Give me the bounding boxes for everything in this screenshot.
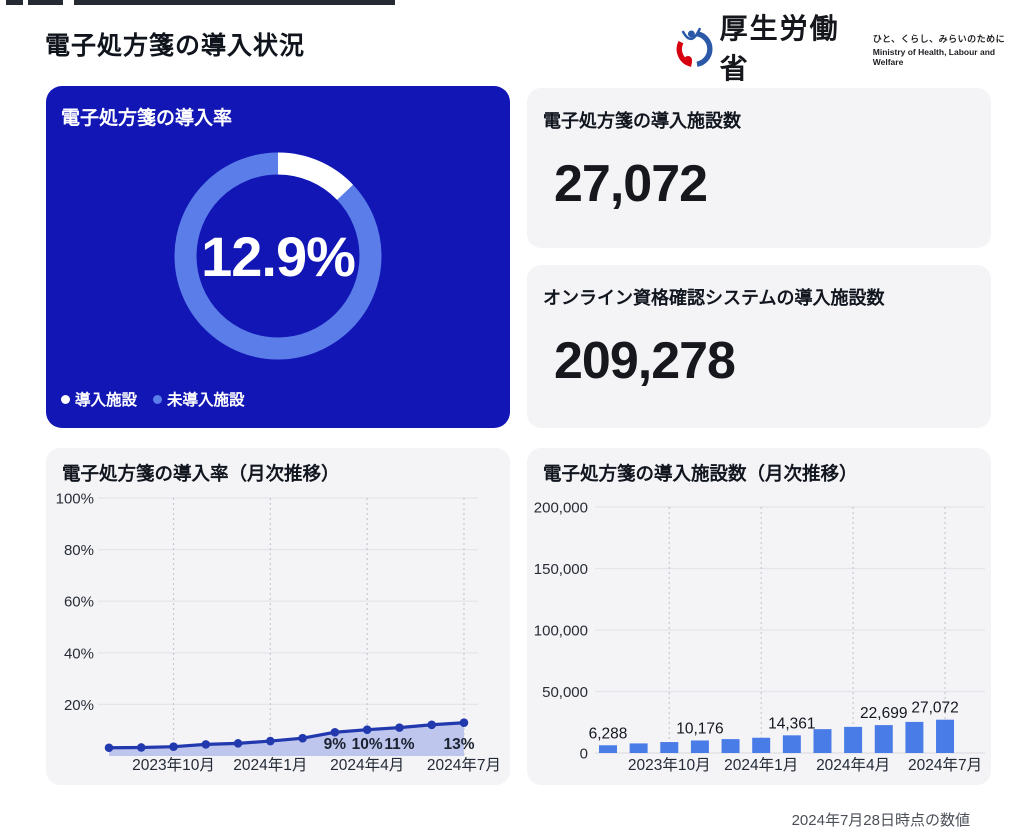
stat-card-title: オンライン資格確認システムの導入施設数 — [543, 288, 885, 308]
x-axis-label: 2024年4月 — [816, 756, 890, 774]
bar — [936, 719, 955, 753]
legend-item-adopted: 導入施設 — [61, 388, 137, 410]
x-axis-label: 2024年4月 — [330, 756, 404, 774]
legend-dot-adopted — [61, 394, 70, 404]
line-area-fill — [109, 722, 464, 756]
x-axis-label: 2024年1月 — [724, 756, 798, 774]
bar — [629, 743, 648, 753]
bar — [813, 729, 832, 753]
bar — [844, 726, 863, 753]
legend-dot-not-adopted — [153, 394, 163, 404]
footnote-as-of-date: 2024年7月28日時点の数値 — [791, 812, 970, 829]
bar-chart-title: 電子処方箋の導入施設数（月次推移） — [543, 463, 858, 484]
bar — [721, 739, 740, 753]
data-point — [330, 727, 340, 737]
legend-label-not-adopted: 未導入施設 — [167, 392, 245, 409]
logo-taglines: ひと、くらし、みらいのために Ministry of Health, Labou… — [873, 28, 1023, 67]
y-axis-label: 20% — [64, 697, 94, 714]
y-axis-label: 60% — [64, 594, 94, 611]
top-crop-artifact — [6, 0, 23, 5]
legend-label-adopted: 導入施設 — [75, 392, 138, 409]
tagline-en: Ministry of Health, Labour and Welfare — [872, 46, 996, 67]
data-point — [201, 740, 211, 749]
y-axis-label: 50,000 — [542, 684, 588, 701]
x-axis-label: 2024年7月 — [908, 756, 982, 774]
data-point — [459, 718, 469, 728]
bar-label: 6,288 — [589, 725, 628, 742]
bar — [874, 725, 893, 753]
bar — [905, 721, 924, 753]
line-chart: 100% 80% 60% 40% 20% 2023年10月 2024年1月 2024年4月 20… — [56, 491, 501, 775]
bar — [752, 737, 771, 753]
bar — [599, 745, 617, 753]
tagline-jp: ひと、くらし、みらいのために — [872, 33, 1006, 44]
data-point — [233, 739, 243, 748]
donut-legend: 導入施設 未導入施設 — [61, 388, 245, 410]
y-axis-label: 150,000 — [534, 561, 588, 578]
y-axis-label: 100,000 — [534, 623, 588, 640]
donut-ring-adopted — [174, 152, 382, 360]
bar — [690, 740, 709, 753]
data-point — [298, 733, 307, 743]
x-axis-label: 2024年1月 — [233, 756, 307, 774]
stat-card-online-eligibility-facilities: オンライン資格確認システムの導入施設数 209,278 — [527, 265, 991, 428]
legend-item-not-adopted: 未導入施設 — [153, 388, 245, 410]
data-point — [136, 743, 146, 752]
org-name: 厚生労働省 — [719, 13, 840, 84]
point-label: 9% — [324, 736, 347, 753]
x-axis-label: 2024年7月 — [427, 756, 501, 774]
y-axis-label: 200,000 — [534, 500, 588, 517]
data-point — [169, 742, 178, 752]
adoption-rate-trend-card: 100% 80% 60% 40% 20% 2023年10月 2024年1月 2024年4月 20… — [46, 448, 510, 785]
top-crop-artifact — [74, 0, 395, 5]
donut-center-value: 12.9% — [201, 224, 356, 288]
stat-card-eprescription-facilities: 電子処方箋の導入施設数 27,072 — [527, 88, 991, 248]
bar — [660, 742, 679, 753]
page-title: 電子処方箋の導入状況 — [45, 32, 306, 60]
x-axis-label: 2023年10月 — [132, 756, 215, 774]
data-point — [104, 743, 114, 753]
adoption-rate-card: 電子処方箋の導入率 12.9% 導入施設 未導入施設 — [46, 86, 510, 428]
donut-svg — [174, 152, 382, 360]
stat-card-value: 27,072 — [554, 155, 708, 213]
mhlw-logo-icon — [676, 27, 713, 67]
bar-chart: 200,000 150,000 100,000 50,000 0 2023年10月 2024… — [534, 500, 985, 774]
bar-label: 14,361 — [768, 715, 815, 732]
bar-label: 27,072 — [911, 700, 958, 717]
line-chart-title: 電子処方箋の導入率（月次推移） — [62, 463, 340, 484]
facility-count-trend-card: 200,000 150,000 100,000 50,000 0 2023年10月 2024… — [527, 448, 991, 785]
stat-card-value: 209,278 — [554, 332, 736, 390]
mhlw-logo: 厚生労働省 ひと、くらし、みらいのために Ministry of Health,… — [673, 13, 1023, 84]
bar-label: 10,176 — [676, 720, 723, 737]
bar — [782, 735, 801, 753]
data-point — [362, 725, 372, 734]
line-series — [108, 721, 465, 750]
bar-label: 22,699 — [860, 705, 907, 722]
y-axis-label: 0 — [580, 746, 588, 763]
donut-chart: 12.9% — [173, 151, 383, 361]
y-axis-label: 100% — [56, 491, 94, 508]
point-label: 13% — [443, 736, 474, 753]
data-point — [427, 720, 437, 730]
adoption-rate-card-title: 電子処方箋の導入率 — [61, 108, 233, 129]
stat-card-title: 電子処方箋の導入施設数 — [543, 111, 741, 131]
point-label: 11% — [384, 736, 414, 753]
data-point — [395, 723, 404, 732]
x-axis-label: 2023年10月 — [628, 756, 711, 774]
y-axis-label: 80% — [64, 542, 94, 559]
y-axis-label: 40% — [64, 645, 94, 662]
top-crop-artifact — [28, 0, 63, 5]
point-label: 10% — [352, 736, 383, 753]
data-point — [266, 736, 275, 746]
